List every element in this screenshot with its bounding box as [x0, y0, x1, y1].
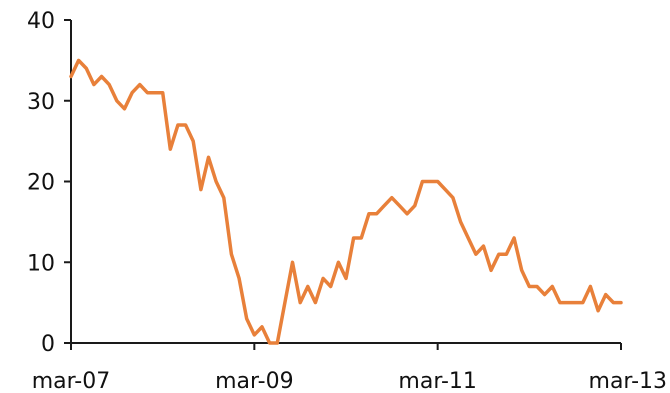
y-tick-label: 30	[27, 90, 55, 115]
y-axis-ticks: 0 10 20 30 40	[27, 9, 71, 357]
x-tick-label: mar-13	[589, 369, 667, 393]
y-tick-label: 20	[27, 171, 55, 196]
series-line	[69, 58, 623, 345]
y-tick-label: 40	[27, 9, 55, 34]
series-layer	[69, 58, 623, 345]
y-tick-label: 10	[27, 251, 55, 276]
x-tick-label: mar-11	[398, 369, 476, 393]
x-tick-label: mar-09	[215, 369, 293, 393]
y-tick-label: 0	[41, 332, 55, 357]
x-axis-ticks: mar-07 mar-09 mar-11 mar-13	[32, 343, 667, 393]
x-tick-label: mar-07	[32, 369, 110, 393]
